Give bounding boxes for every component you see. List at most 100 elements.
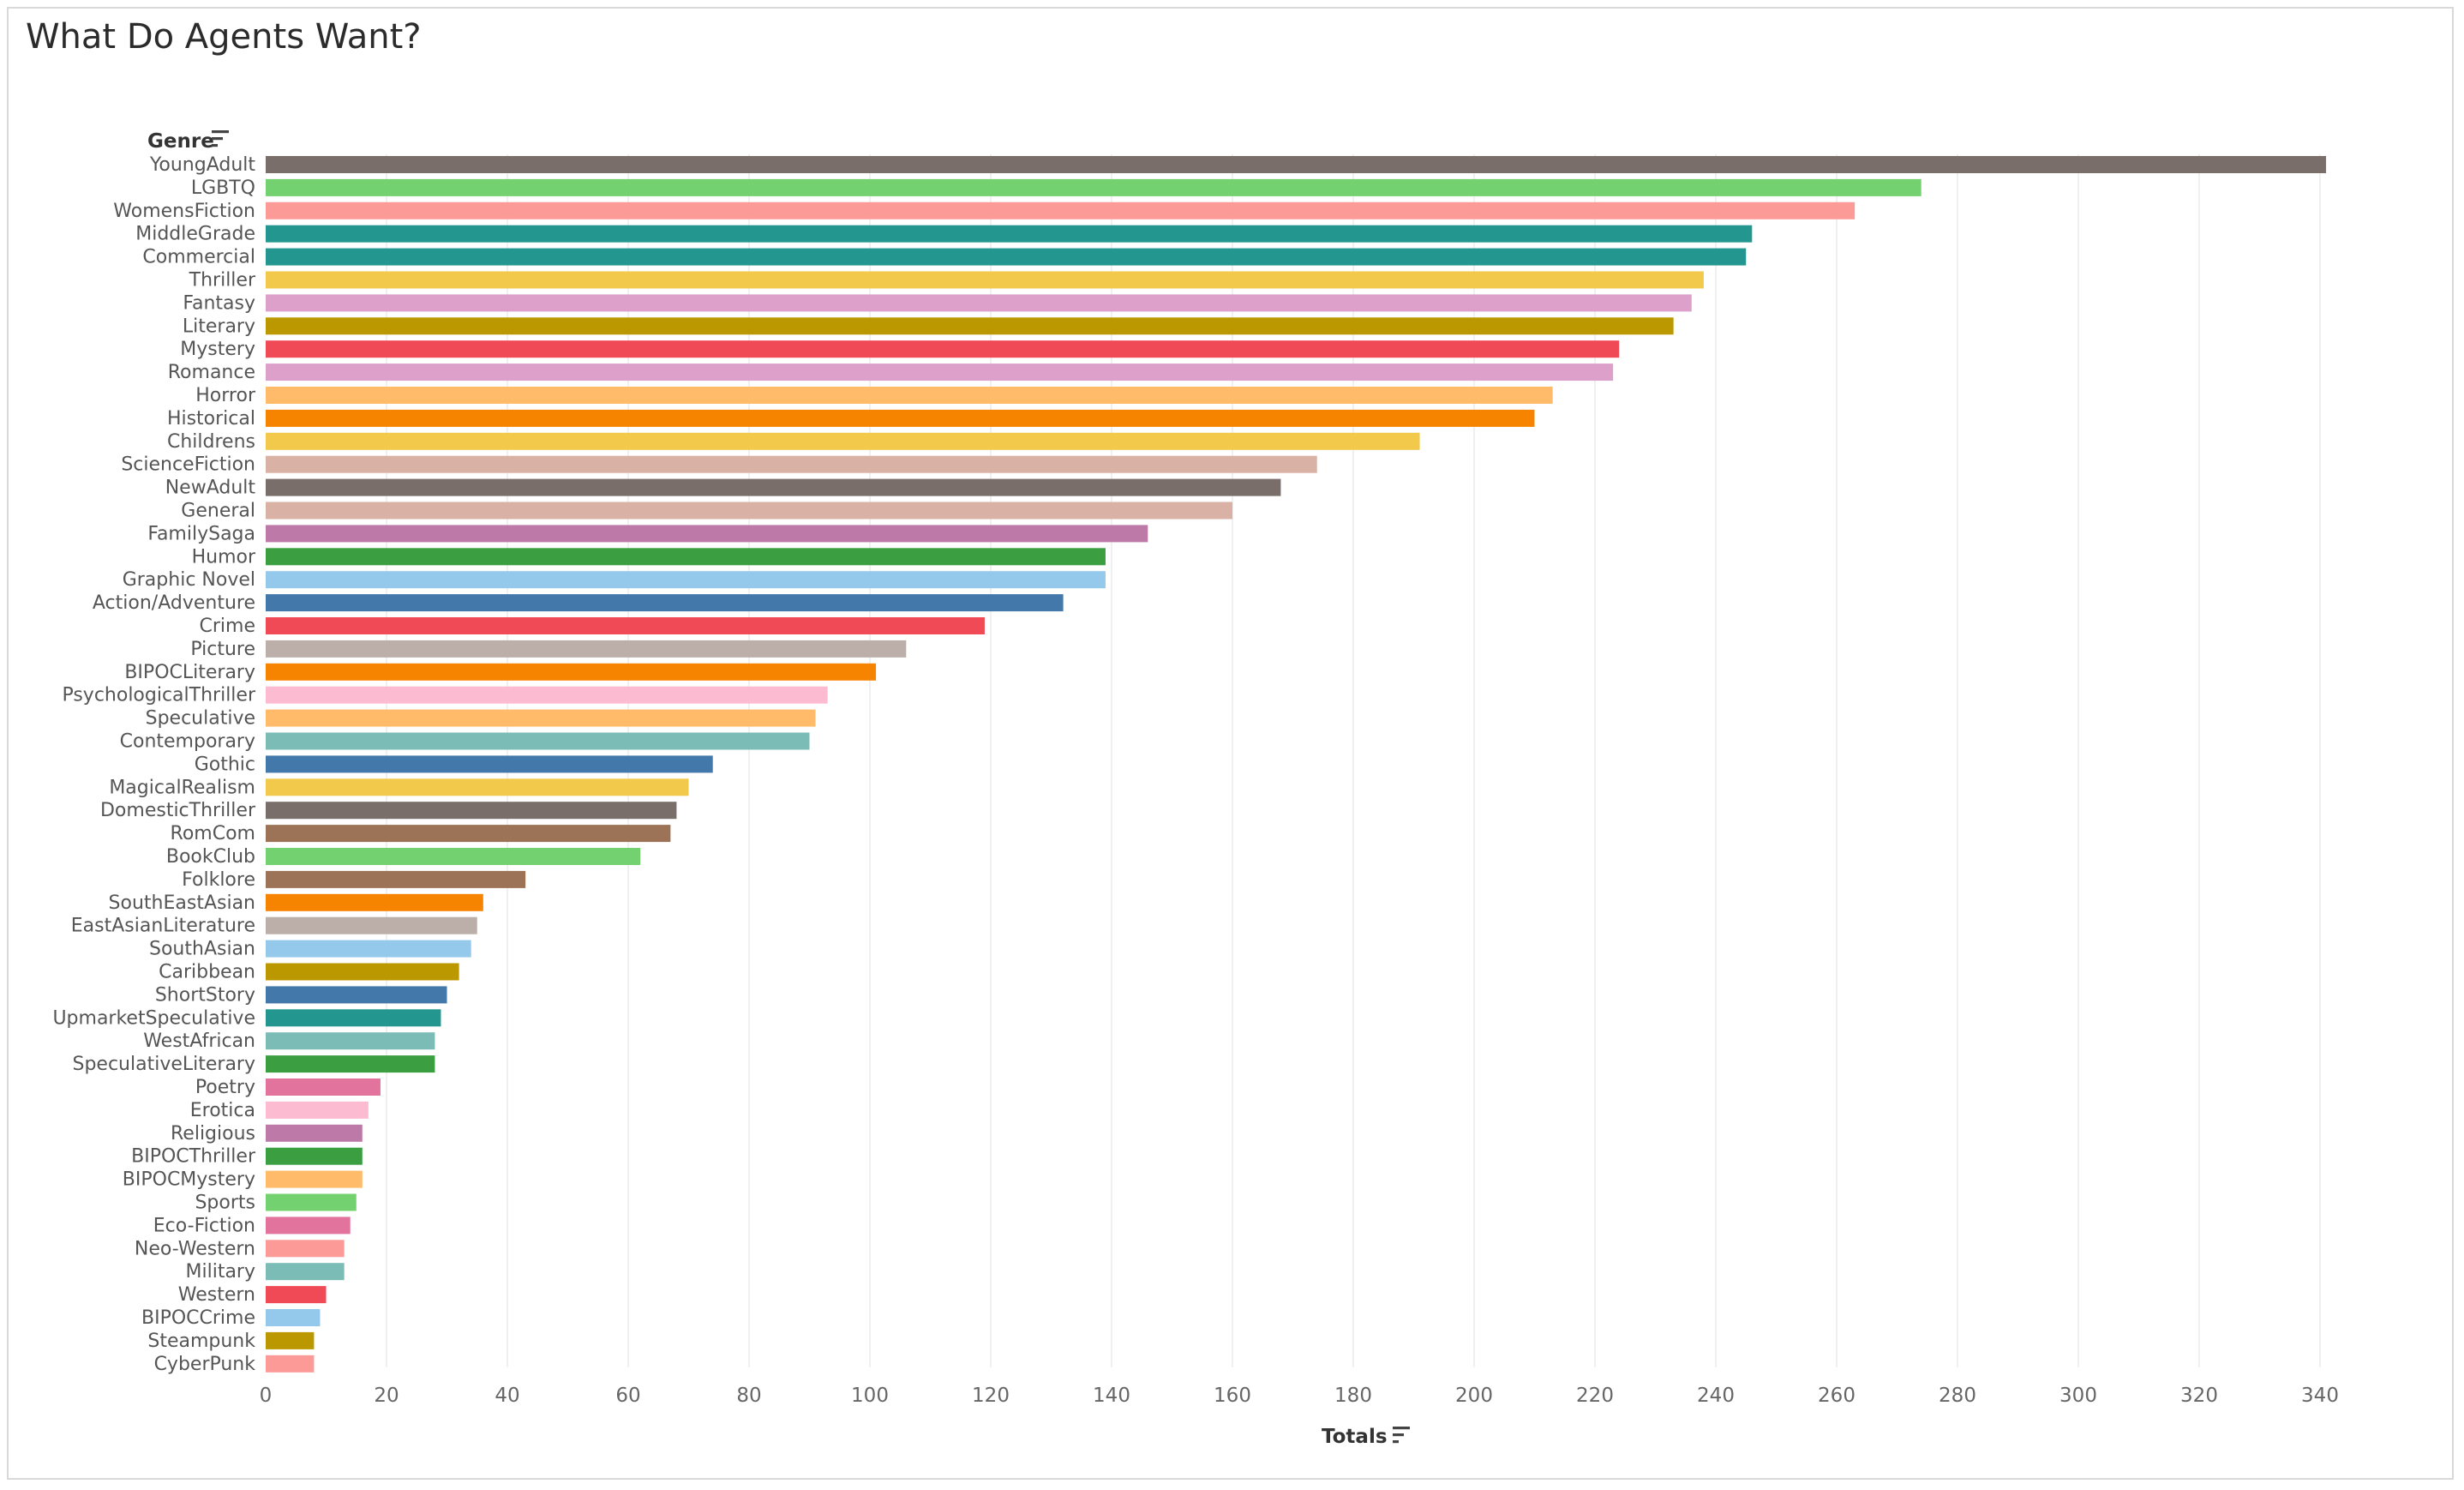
bar[interactable]: [266, 893, 483, 911]
category-label: Western: [178, 1284, 255, 1306]
bar[interactable]: [266, 225, 1753, 243]
category-label: FamilySaga: [147, 523, 255, 544]
bar[interactable]: [266, 156, 2327, 173]
x-axis-header[interactable]: Totals: [1322, 1426, 1410, 1448]
category-label: Romance: [168, 362, 255, 383]
x-tick-label: 140: [1093, 1385, 1130, 1407]
bar[interactable]: [266, 248, 1747, 266]
x-tick-label: 320: [2180, 1385, 2218, 1407]
bar[interactable]: [266, 455, 1317, 473]
y-axis-header[interactable]: Genre: [147, 130, 229, 153]
bar[interactable]: [266, 1240, 345, 1258]
x-tick-label: 340: [2301, 1385, 2339, 1407]
bar[interactable]: [266, 502, 1232, 520]
bar[interactable]: [266, 409, 1535, 427]
bar[interactable]: [266, 940, 471, 958]
bar[interactable]: [266, 848, 641, 865]
category-label: Erotica: [190, 1100, 255, 1121]
bar[interactable]: [266, 432, 1420, 450]
category-label: SpeculativeLiterary: [72, 1054, 255, 1075]
bar[interactable]: [266, 870, 526, 888]
category-label: Speculative: [146, 708, 255, 730]
x-tick-label: 300: [2059, 1385, 2097, 1407]
bar[interactable]: [266, 1055, 435, 1073]
x-tick-label: 100: [851, 1385, 889, 1407]
sort-icon[interactable]: [1393, 1427, 1410, 1444]
category-label: Mystery: [180, 339, 255, 360]
bar[interactable]: [266, 271, 1704, 289]
category-label: BIPOCLiterary: [124, 662, 255, 683]
x-tick-label: 80: [736, 1385, 761, 1407]
category-label: BIPOCMystery: [123, 1169, 255, 1191]
x-tick-label: 160: [1214, 1385, 1251, 1407]
bar[interactable]: [266, 755, 713, 773]
bar[interactable]: [266, 1078, 381, 1096]
bar[interactable]: [266, 525, 1148, 543]
category-label: BIPOCCrime: [141, 1307, 255, 1329]
bar[interactable]: [266, 387, 1553, 404]
category-label: Fantasy: [183, 292, 255, 314]
x-tick-label: 200: [1455, 1385, 1493, 1407]
bar[interactable]: [266, 363, 1614, 382]
bar[interactable]: [266, 640, 907, 658]
x-tick-label: 220: [1576, 1385, 1614, 1407]
bar[interactable]: [266, 594, 1064, 612]
bar[interactable]: [266, 1170, 363, 1188]
bar[interactable]: [266, 1355, 315, 1373]
category-label: Gothic: [195, 754, 255, 775]
category-label: WomensFiction: [113, 201, 255, 222]
bar[interactable]: [266, 340, 1620, 358]
bar[interactable]: [266, 663, 877, 681]
category-label: LGBTQ: [191, 177, 255, 199]
category-label: Contemporary: [120, 731, 255, 753]
bar[interactable]: [266, 548, 1106, 566]
bar[interactable]: [266, 294, 1692, 312]
bar[interactable]: [266, 916, 477, 934]
category-label: Picture: [190, 639, 255, 660]
bar[interactable]: [266, 317, 1674, 335]
category-label: Action/Adventure: [93, 592, 255, 614]
bar[interactable]: [266, 1032, 435, 1050]
bar[interactable]: [266, 825, 671, 843]
sort-icon[interactable]: [212, 130, 229, 147]
category-label: CyberPunk: [154, 1354, 256, 1375]
bar[interactable]: [266, 709, 816, 727]
bar[interactable]: [266, 1193, 357, 1211]
bar[interactable]: [266, 617, 985, 634]
bar[interactable]: [266, 1101, 369, 1119]
category-label: BookClub: [166, 846, 255, 868]
bar[interactable]: [266, 1263, 345, 1281]
bar[interactable]: [266, 986, 447, 1004]
y-axis-title: Genre: [147, 130, 214, 153]
bar[interactable]: [266, 778, 689, 796]
bar[interactable]: [266, 1331, 315, 1349]
bar[interactable]: [266, 201, 1855, 219]
bar[interactable]: [266, 1124, 363, 1142]
category-label: UpmarketSpeculative: [52, 1007, 255, 1029]
bars: [266, 156, 2327, 1373]
category-label: MagicalRealism: [109, 777, 255, 798]
bar[interactable]: [266, 1286, 327, 1304]
bar[interactable]: [266, 178, 1921, 196]
bar[interactable]: [266, 686, 828, 704]
category-label: Thriller: [189, 270, 256, 291]
x-tick-label: 120: [972, 1385, 1010, 1407]
bar[interactable]: [266, 1217, 351, 1235]
bar[interactable]: [266, 1009, 441, 1027]
category-label: Neo-Western: [135, 1238, 255, 1259]
x-tick-label: 0: [260, 1385, 273, 1407]
category-label: Commercial: [142, 247, 255, 268]
bar[interactable]: [266, 963, 459, 981]
bar[interactable]: [266, 571, 1106, 589]
bar[interactable]: [266, 732, 810, 750]
x-tick-label: 280: [1939, 1385, 1976, 1407]
bar[interactable]: [266, 1147, 363, 1165]
chart-title: What Do Agents Want?: [26, 17, 422, 57]
bar[interactable]: [266, 802, 677, 820]
bar[interactable]: [266, 478, 1281, 496]
category-label: Eco-Fiction: [153, 1215, 255, 1236]
x-tick-label: 60: [615, 1385, 640, 1407]
category-label: BIPOCThriller: [131, 1146, 256, 1168]
bar[interactable]: [266, 1309, 321, 1326]
x-axis-title: Totals: [1322, 1426, 1388, 1448]
